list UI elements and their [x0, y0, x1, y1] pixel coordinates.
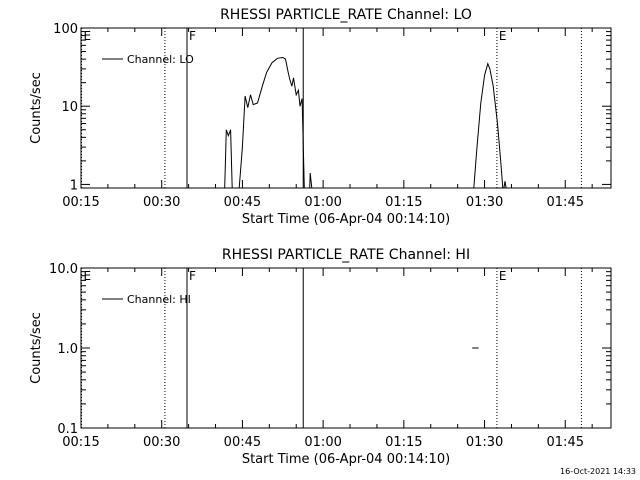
x-tick-label: 00:30 — [143, 195, 180, 210]
x-tick-label: 01:30 — [466, 195, 503, 210]
x-tick-label: 01:30 — [466, 435, 503, 450]
x-tick-label: 01:15 — [385, 435, 422, 450]
series-line — [224, 129, 233, 189]
event-marker-label: F — [189, 29, 196, 43]
event-marker-label: E — [84, 269, 92, 283]
y-tick-label: 100 — [53, 22, 78, 37]
event-marker-label: E — [499, 269, 507, 283]
series-line — [309, 172, 313, 189]
plot-frame — [80, 27, 612, 189]
x-tick-label: 01:00 — [304, 195, 341, 210]
chart-title: RHESSI PARTICLE_RATE Channel: LO — [220, 7, 472, 23]
x-tick-label: 01:00 — [304, 435, 341, 450]
panel-hi: RHESSI PARTICLE_RATE Channel: HI 0.1 1.0 10… — [29, 247, 612, 467]
x-tick-label: 01:15 — [385, 195, 422, 210]
x-axis-label: Start Time (06-Apr-04 00:14:10) — [242, 452, 450, 467]
legend-label: Channel: LO — [127, 53, 194, 66]
y-axis-label: Counts/sec — [29, 72, 44, 144]
x-axis-label: Start Time (06-Apr-04 00:14:10) — [242, 212, 450, 227]
x-tick-label: 01:45 — [547, 435, 584, 450]
series-line — [473, 62, 504, 189]
x-tick-label: 00:45 — [224, 435, 261, 450]
x-tick-label: 00:15 — [62, 435, 99, 450]
y-axis-label: Counts/sec — [29, 312, 44, 384]
x-tick-label: 00:15 — [62, 195, 99, 210]
event-marker-label: E — [499, 29, 507, 43]
plot-frame — [80, 267, 612, 429]
y-tick-label: 0.1 — [57, 422, 78, 437]
event-marker-label: E — [84, 29, 92, 43]
x-tick-label: 01:45 — [547, 195, 584, 210]
x-tick-label: 00:45 — [224, 195, 261, 210]
y-tick-label: 1 — [70, 178, 78, 193]
chart-title: RHESSI PARTICLE_RATE Channel: HI — [222, 247, 470, 263]
series-line — [238, 56, 305, 189]
event-marker-label: F — [189, 269, 196, 283]
y-tick-label: 1.0 — [57, 342, 78, 357]
series-line — [503, 181, 507, 189]
legend-label: Channel: HI — [127, 293, 191, 306]
y-tick-label: 10.0 — [49, 262, 78, 277]
y-tick-label: 10 — [61, 100, 78, 115]
x-tick-label: 00:30 — [143, 435, 180, 450]
footer-timestamp: 16-Oct-2021 14:33 — [560, 467, 636, 476]
panel-lo: RHESSI PARTICLE_RATE Channel: LO 1 10 100 00… — [29, 7, 612, 227]
